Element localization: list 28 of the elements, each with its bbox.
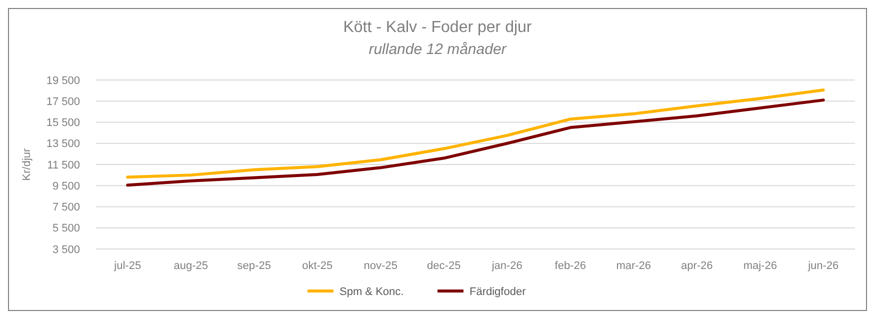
legend-label: Spm & Konc. (340, 286, 404, 298)
y-tick-label: 3 500 (52, 244, 80, 256)
line-series (126, 88, 825, 179)
x-tick-label: sep-25 (237, 260, 271, 272)
x-tick-label: feb-26 (554, 260, 586, 272)
x-tick-label: dec-25 (427, 260, 461, 272)
x-tick-label: apr-26 (680, 260, 713, 272)
y-tick-label: 19 500 (46, 74, 80, 87)
x-tick-label: aug-25 (174, 260, 208, 272)
x-tick-label: okt-25 (302, 260, 333, 272)
chart-subtitle: rullande 12 månader (368, 41, 508, 58)
x-tick-label: jul-25 (113, 260, 142, 272)
x-tick-label: maj-26 (743, 260, 777, 272)
y-tick-label: 17 500 (46, 96, 80, 108)
y-tick-label: 13 500 (46, 138, 80, 150)
y-tick-label: 15 500 (46, 117, 80, 130)
x-tick-label: jan-26 (490, 260, 522, 272)
legend-label: Färdigfoder (470, 286, 526, 298)
x-tick-label: nov-25 (364, 260, 398, 272)
y-tick-label: 11 500 (47, 159, 80, 172)
chart-title: Kött - Kalv - Foder per djur (343, 19, 532, 36)
y-tick-label: 5 500 (52, 222, 80, 235)
y-tick-label: 9 500 (52, 180, 80, 192)
line-series (126, 98, 825, 187)
x-tick-label: mar-26 (616, 260, 652, 272)
y-axis-title: Kr/djur (21, 148, 33, 181)
y-tick-label: 7 500 (52, 202, 80, 214)
x-tick-label: jun-26 (807, 260, 839, 272)
